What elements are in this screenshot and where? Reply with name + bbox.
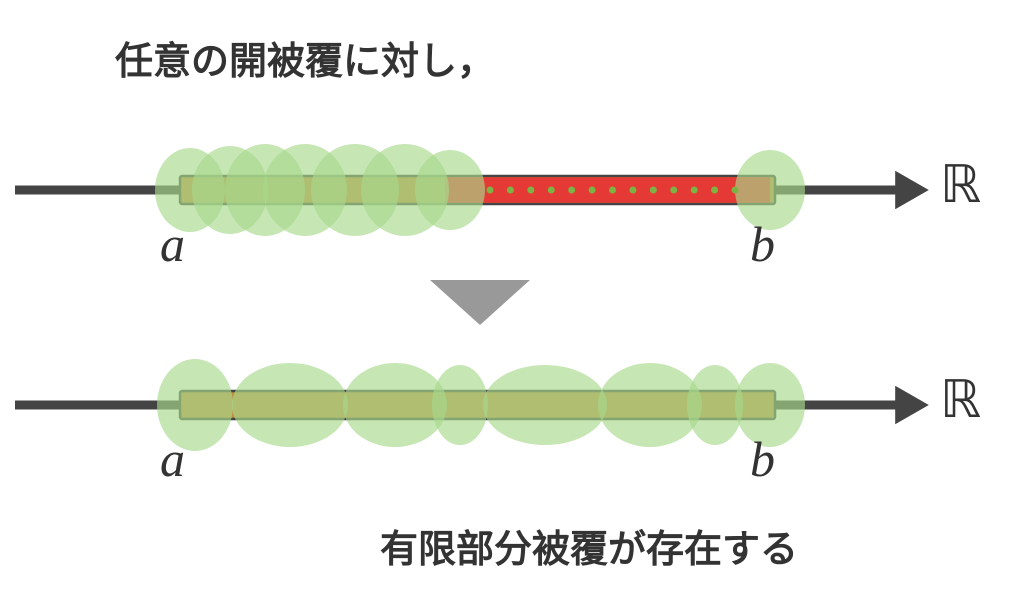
- real-symbol-2: ℝ: [940, 370, 981, 430]
- label-a-2: a: [160, 430, 185, 488]
- compactness-diagram: [0, 0, 1024, 596]
- label-a-1: a: [160, 215, 185, 273]
- label-b-1: b: [750, 215, 775, 273]
- real-symbol-1: ℝ: [940, 155, 981, 215]
- label-b-2: b: [750, 430, 775, 488]
